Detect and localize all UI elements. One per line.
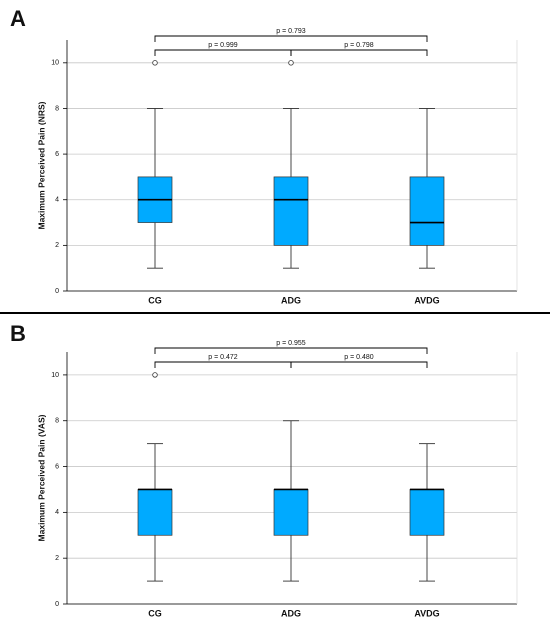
box bbox=[409, 489, 445, 536]
y-tick-label: 6 bbox=[55, 151, 59, 158]
x-tick-label: AVDG bbox=[414, 608, 439, 618]
x-tick-label: CG bbox=[148, 295, 162, 305]
p-value-annotation: p = 0.472 bbox=[208, 354, 237, 361]
y-tick-label: 8 bbox=[55, 418, 59, 425]
y-axis-label: Maximum Perceived Pain (VAS) bbox=[36, 414, 46, 541]
y-tick-label: 8 bbox=[55, 105, 59, 112]
panel-label: A bbox=[10, 6, 26, 31]
x-tick-label: CG bbox=[148, 608, 162, 618]
p-value-annotation: p = 0.793 bbox=[276, 28, 305, 35]
y-tick-label: 2 bbox=[55, 555, 59, 562]
significance-bracket bbox=[154, 49, 292, 56]
p-value-annotation: p = 0.798 bbox=[344, 42, 373, 49]
y-axis-label: Maximum Perceived Pain (NRS) bbox=[36, 101, 46, 229]
y-tick-label: 2 bbox=[55, 242, 59, 249]
significance-bracket bbox=[154, 35, 428, 42]
x-tick-label: ADG bbox=[281, 608, 301, 618]
outlier bbox=[152, 372, 158, 378]
box bbox=[273, 489, 309, 536]
x-tick-label: ADG bbox=[281, 295, 301, 305]
panel-label: B bbox=[10, 321, 26, 346]
p-value-annotation: p = 0.480 bbox=[344, 354, 373, 361]
y-tick-label: 0 bbox=[55, 288, 59, 295]
significance-bracket bbox=[290, 49, 428, 56]
outlier bbox=[288, 60, 294, 66]
significance-bracket bbox=[290, 361, 428, 368]
box bbox=[137, 489, 173, 536]
box bbox=[409, 176, 445, 246]
y-tick-label: 4 bbox=[55, 197, 59, 204]
x-tick-label: AVDG bbox=[414, 295, 439, 305]
y-tick-label: 0 bbox=[55, 601, 59, 608]
y-tick-label: 6 bbox=[55, 463, 59, 470]
significance-bracket bbox=[154, 347, 428, 354]
y-tick-label: 4 bbox=[55, 509, 59, 516]
significance-bracket bbox=[154, 361, 292, 368]
y-tick-label: 10 bbox=[51, 372, 59, 379]
y-tick-label: 10 bbox=[51, 60, 59, 67]
outlier bbox=[152, 60, 158, 66]
p-value-annotation: p = 0.955 bbox=[276, 340, 305, 347]
box bbox=[273, 176, 309, 246]
p-value-annotation: p = 0.999 bbox=[208, 42, 237, 49]
